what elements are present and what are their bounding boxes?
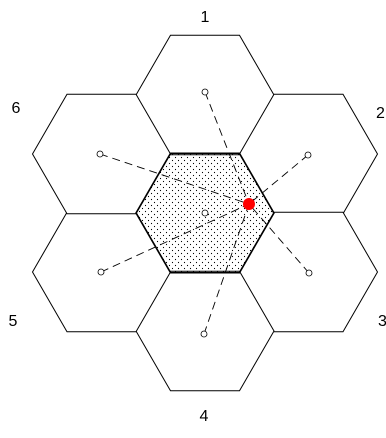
interference-line-layer bbox=[99, 91, 310, 335]
cell-site-layer bbox=[96, 88, 313, 338]
dashed-line-cell-6 bbox=[99, 153, 250, 205]
cell-label-2: 2 bbox=[376, 105, 385, 122]
cell-site-dot-5 bbox=[97, 268, 105, 276]
cell-label-1: 1 bbox=[201, 9, 210, 26]
cell-site-dot-3 bbox=[305, 269, 313, 277]
cell-site-dot-2 bbox=[304, 151, 312, 159]
dashed-line-cell-5 bbox=[100, 203, 250, 273]
cell-site-dot-center bbox=[201, 209, 209, 217]
cell-site-dot-1 bbox=[201, 88, 209, 96]
cell-label-6: 6 bbox=[12, 100, 21, 117]
cell-label-5: 5 bbox=[9, 313, 18, 330]
dashed-line-cell-1 bbox=[204, 91, 250, 205]
cell-label-3: 3 bbox=[378, 313, 386, 330]
cell-label-4: 4 bbox=[200, 408, 209, 425]
mobile-user-marker bbox=[243, 198, 255, 210]
dashed-line-cell-3 bbox=[248, 203, 310, 274]
dashed-line-cell-4 bbox=[203, 203, 250, 335]
cell-site-dot-6 bbox=[96, 150, 104, 158]
cell-site-dot-4 bbox=[200, 330, 208, 338]
